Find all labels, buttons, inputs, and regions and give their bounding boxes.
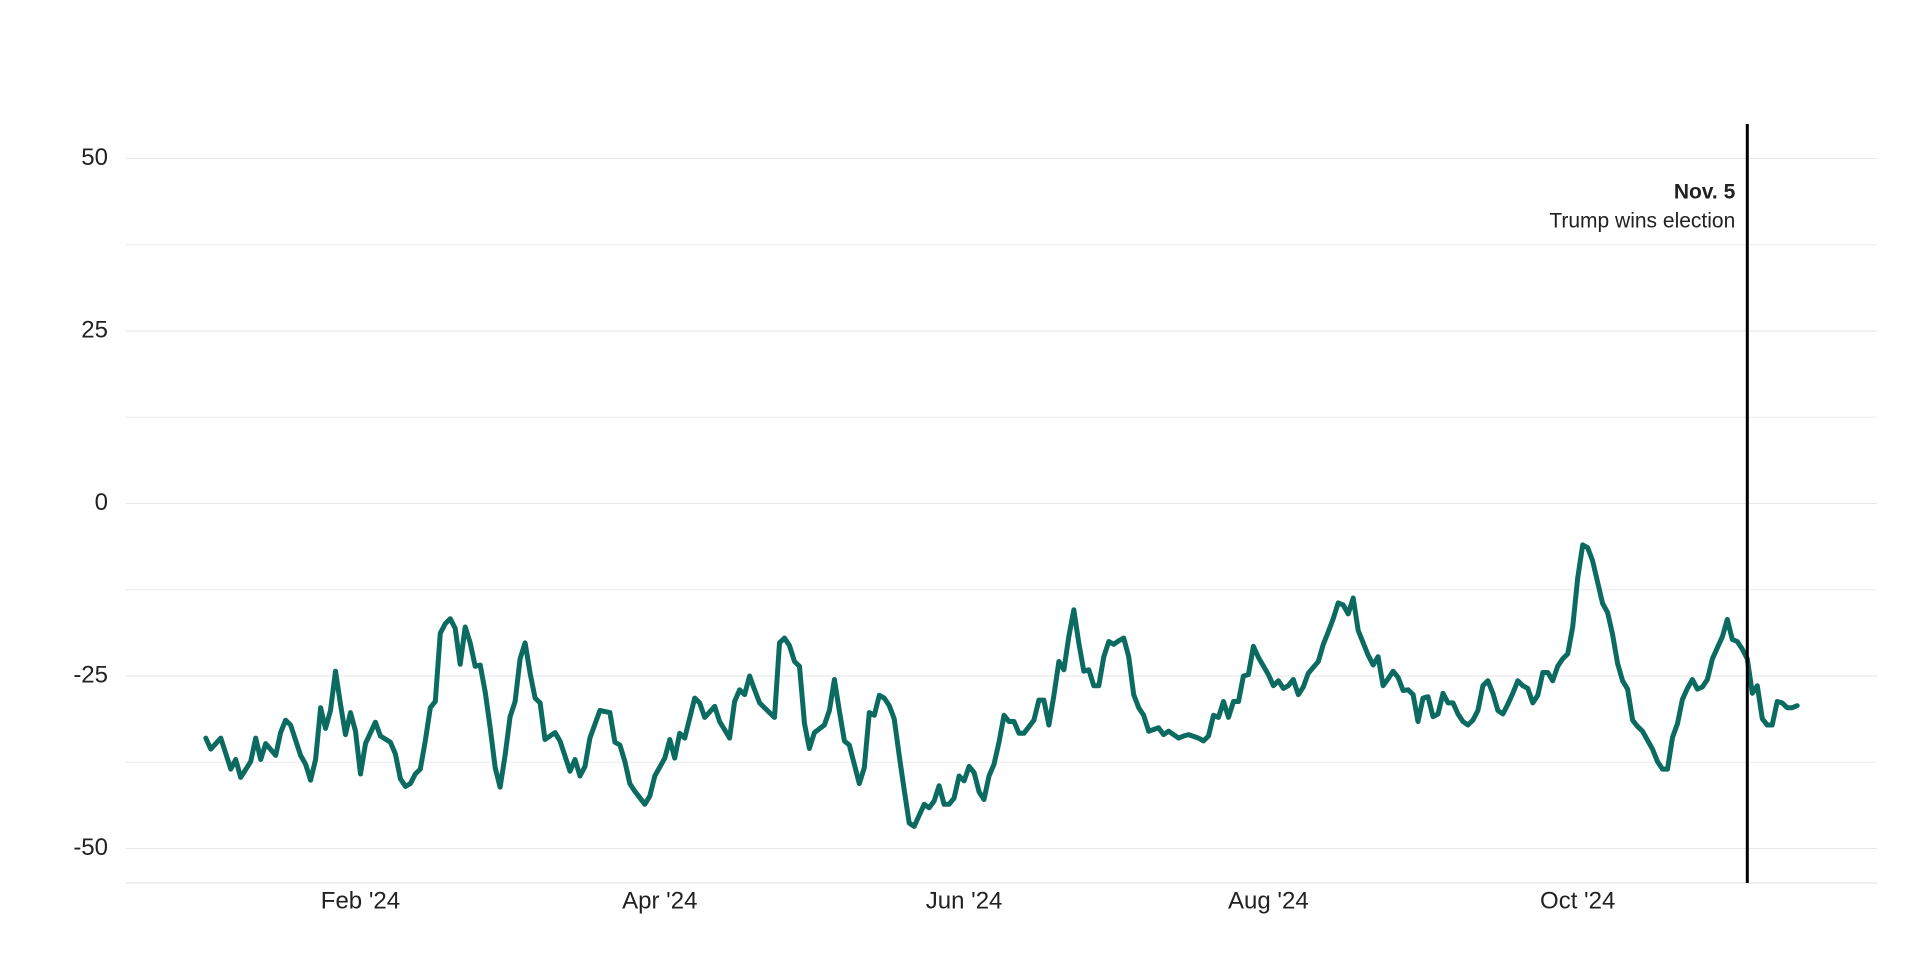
x-tick-label: Apr '24 (622, 887, 697, 914)
data-line (203, 542, 1800, 829)
y-tick-label: -25 (73, 661, 108, 688)
x-tick-label: Feb '24 (321, 887, 400, 914)
y-tick-label: 50 (81, 144, 108, 171)
y-tick-label: 25 (81, 316, 108, 343)
annotation-title: Nov. 5 (1674, 181, 1736, 204)
x-tick-label: Jun '24 (926, 887, 1003, 914)
y-tick-label: -50 (73, 834, 108, 861)
x-tick-label: Oct '24 (1540, 887, 1615, 914)
x-tick-label: Aug '24 (1228, 887, 1309, 914)
y-tick-label: 0 (95, 489, 108, 516)
annotation-text: Trump wins election (1549, 210, 1735, 233)
